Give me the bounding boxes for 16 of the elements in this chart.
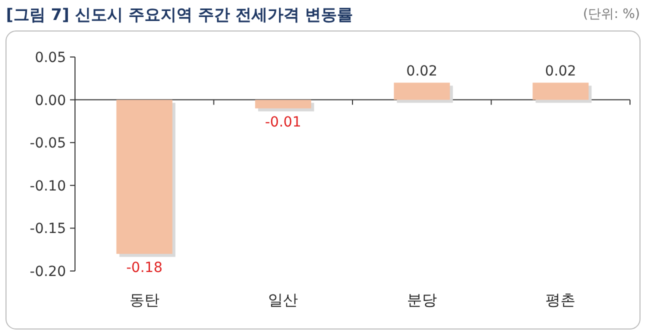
y-tick-label: 0.00 [34, 92, 66, 109]
y-tick-label: 0.05 [34, 50, 66, 66]
chart-title: [그림 7] 신도시 주요지역 주간 전세가격 변동률 [6, 5, 354, 24]
data-label: 0.02 [406, 64, 438, 80]
x-tick-label: 평촌 [546, 291, 576, 309]
y-tick-label: -0.05 [30, 136, 66, 152]
x-tick-label: 분당 [406, 291, 437, 309]
data-label: -0.01 [265, 114, 302, 130]
x-tick-label: 일산 [268, 291, 298, 309]
y-tick-label: -0.15 [30, 221, 66, 238]
chart-subtitle: (단위: %) [582, 7, 640, 22]
data-label: -0.18 [126, 260, 162, 276]
x-tick-label: 동탄 [129, 291, 160, 309]
data-label: 0.02 [545, 64, 576, 80]
y-tick-label: -0.10 [30, 178, 66, 194]
y-tick-label: -0.20 [30, 264, 66, 280]
